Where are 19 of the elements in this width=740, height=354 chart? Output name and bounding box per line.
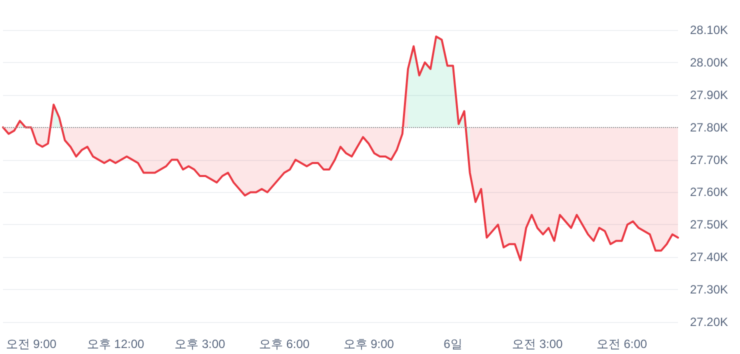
y-tick-label: 28.10K [690, 23, 728, 37]
x-tick-label: 오후 12:00 [86, 337, 144, 351]
x-tick-label: 6일 [444, 337, 462, 351]
y-tick-label: 27.80K [690, 120, 728, 134]
x-tick-label: 오후 6:00 [258, 337, 310, 351]
y-tick-label: 27.60K [690, 185, 728, 200]
y-tick-label: 27.90K [690, 88, 728, 102]
line-series [2, 35, 679, 262]
y-tick-label: 28.00K [690, 55, 728, 70]
y-tick-label: 27.30K [690, 282, 728, 297]
y-tick-label: 27.50K [690, 218, 728, 232]
y-tick-label: 27.40K [690, 250, 728, 264]
y-tick-label: 27.20K [690, 315, 728, 329]
x-tick-label: 오전 3:00 [512, 337, 564, 351]
y-tick-label: 27.70K [690, 152, 728, 167]
x-tick-label: 오후 9:00 [343, 337, 394, 351]
x-tick-label: 오전 6:00 [596, 337, 648, 351]
x-tick-label: 오후 3:00 [174, 337, 226, 351]
x-tick-label: 오전 9:00 [6, 337, 57, 351]
